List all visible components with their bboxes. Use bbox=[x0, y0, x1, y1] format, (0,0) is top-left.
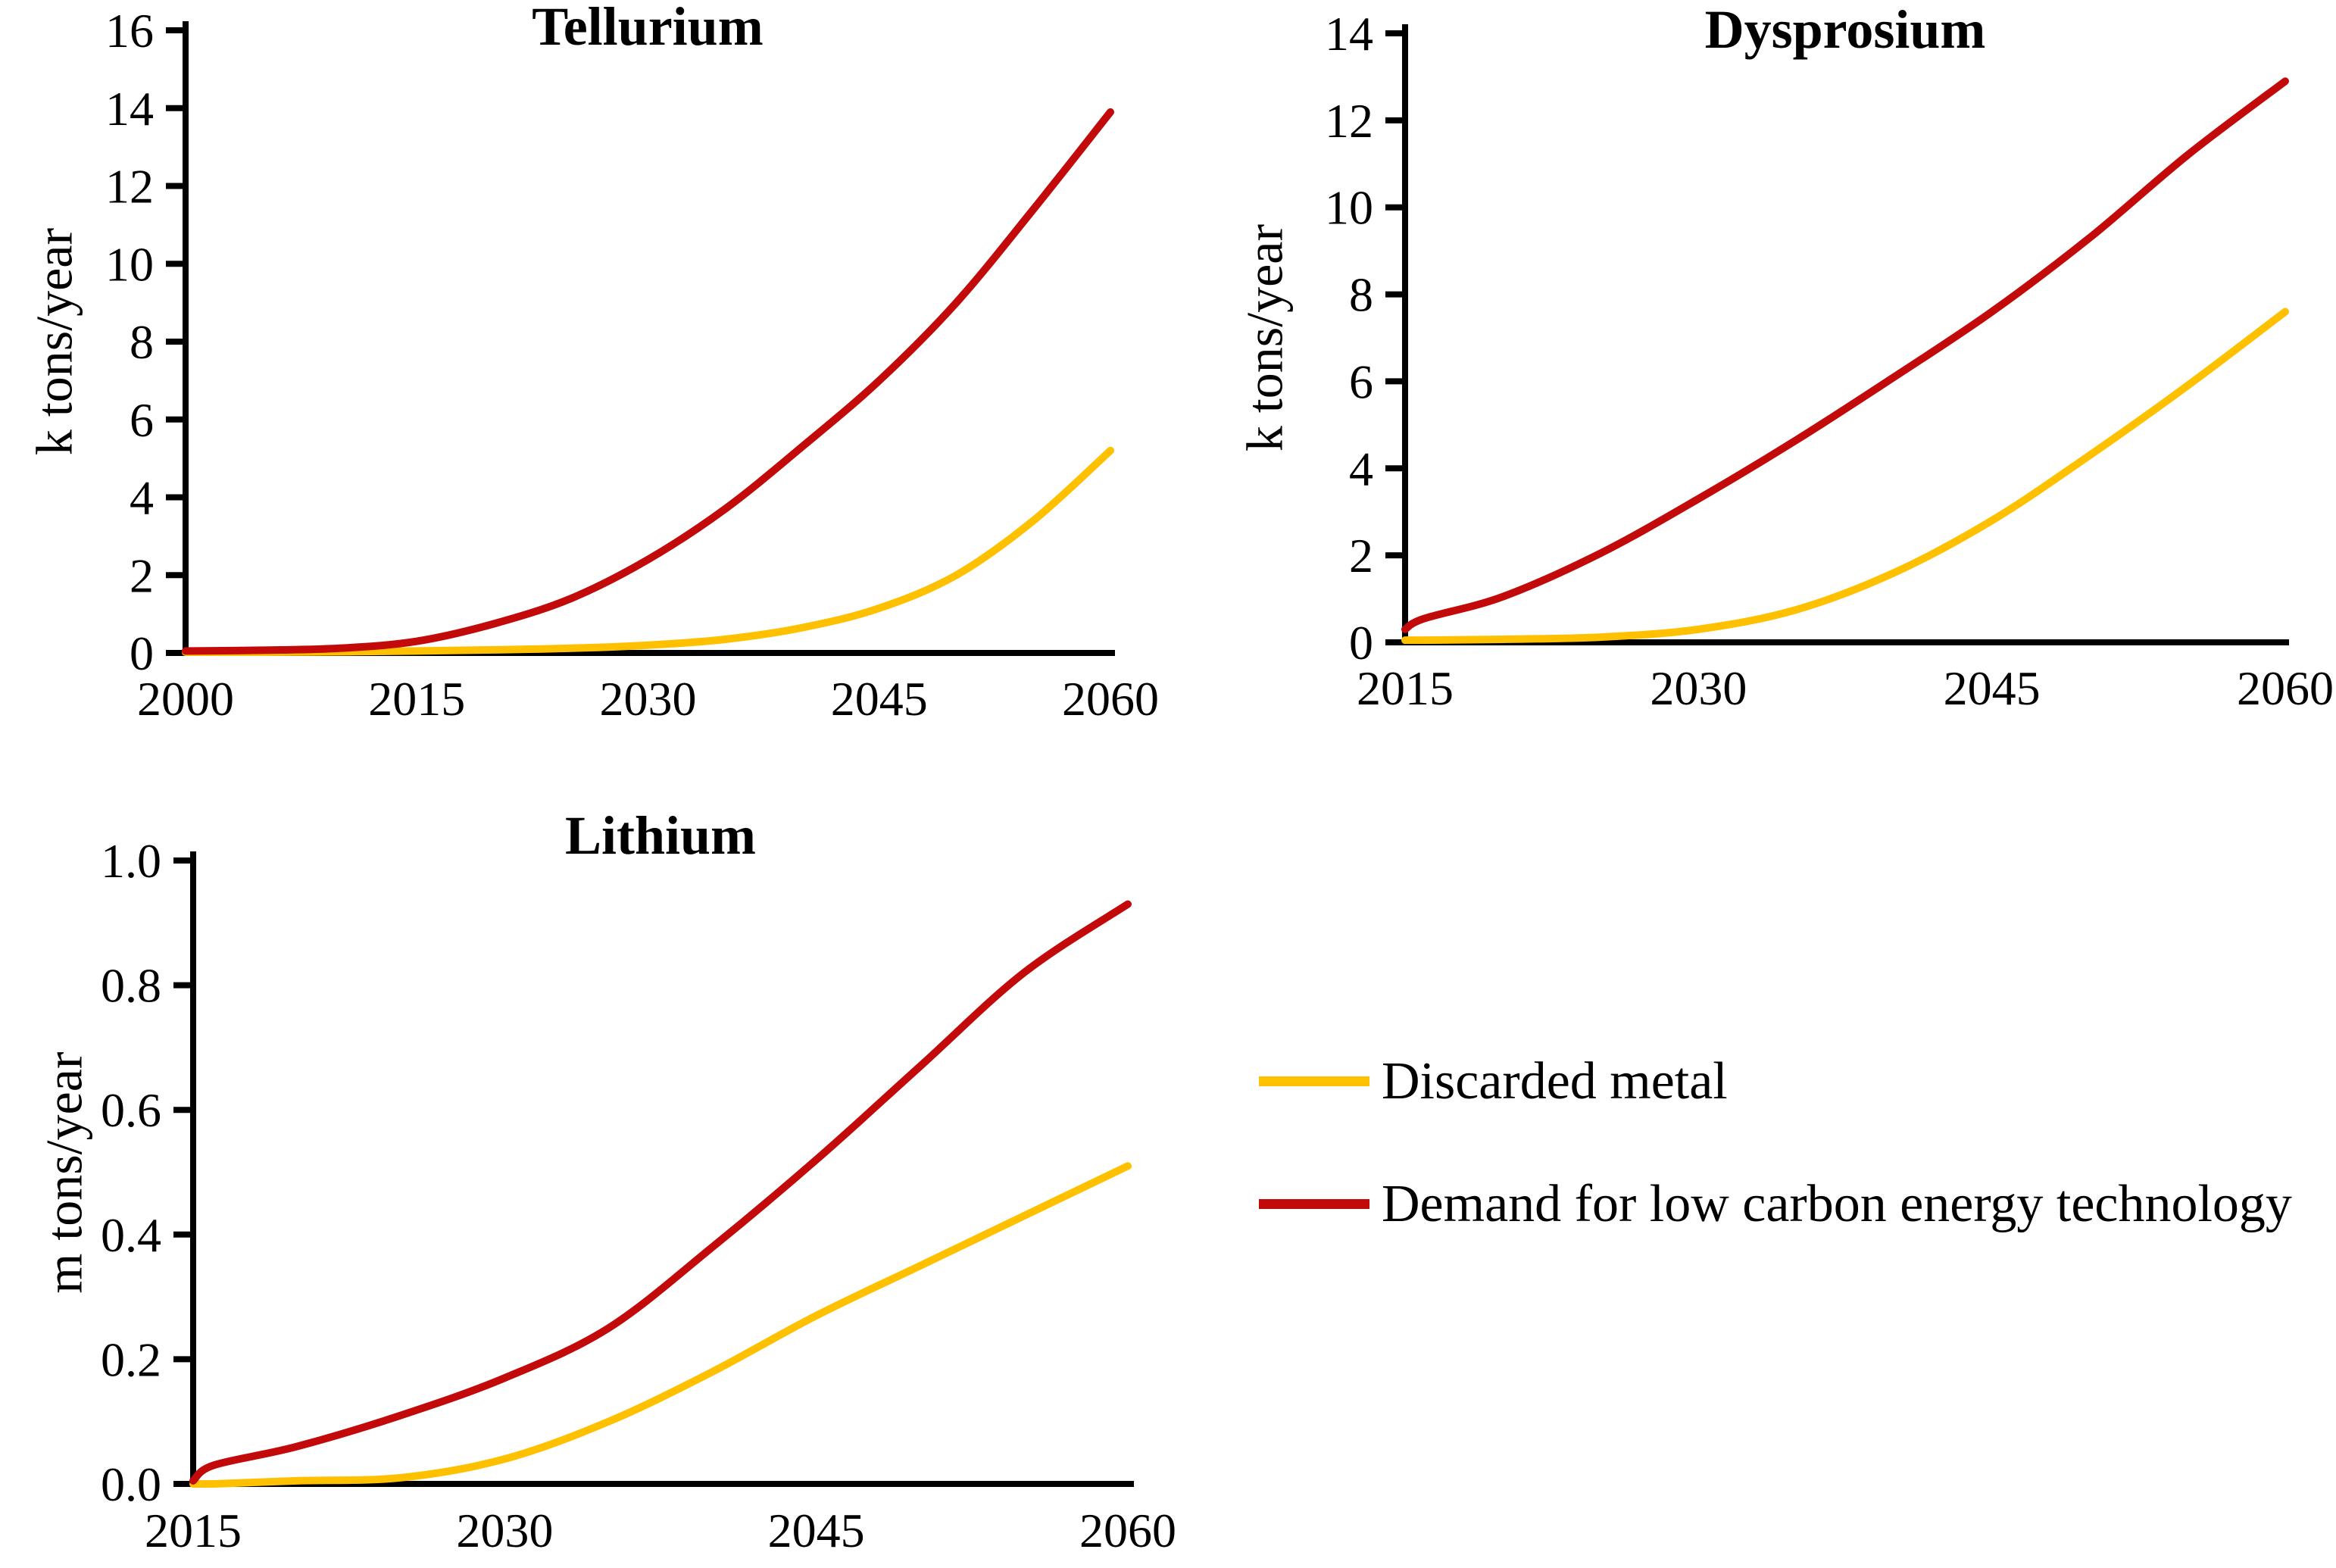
x-tick-label: 2015 bbox=[1357, 661, 1454, 715]
y-tick-label: 12 bbox=[105, 160, 154, 214]
demand-low-carbon-line bbox=[189, 900, 1132, 1485]
discarded-metal-line bbox=[182, 446, 1114, 657]
x-tick-label: 2000 bbox=[137, 672, 234, 726]
y-tick-label: 10 bbox=[1325, 181, 1373, 235]
y-tick-label: 0.8 bbox=[101, 959, 161, 1013]
y-tick-label: 14 bbox=[1325, 7, 1373, 61]
x-tick-label: 2060 bbox=[1062, 672, 1159, 726]
tellurium-plot: 0 2 4 6 8 10 12 14 16 2000 2015 2030 2045 2060 bbox=[105, 4, 1159, 726]
dysprosium-title: Dysprosium bbox=[1704, 0, 1986, 60]
y-tick-label: 6 bbox=[130, 393, 154, 447]
x-tick-label: 2045 bbox=[1944, 661, 2041, 715]
y-tick-label: 16 bbox=[105, 4, 154, 58]
lithium-y-axis-label: m tons/year bbox=[35, 1051, 93, 1294]
x-tick-label: 2045 bbox=[831, 672, 928, 726]
y-tick-label: 8 bbox=[130, 315, 154, 369]
discarded-metal-line bbox=[189, 1162, 1132, 1488]
x-tick-label: 2030 bbox=[600, 672, 697, 726]
y-tick-label: 10 bbox=[105, 237, 154, 291]
lithium-plot: 0.0 0.2 0.4 0.6 0.8 1.0 2015 2030 2045 2060 bbox=[101, 834, 1176, 1557]
y-tick-label: 0.0 bbox=[101, 1457, 161, 1511]
y-tick-label: 0.6 bbox=[101, 1083, 161, 1137]
x-tick-label: 2060 bbox=[2237, 661, 2334, 715]
dysprosium-plot: 0 2 4 6 8 10 12 14 2015 2030 2045 2060 bbox=[1325, 7, 2334, 715]
y-tick-label: 0.2 bbox=[101, 1332, 161, 1386]
y-tick-label: 0.4 bbox=[101, 1208, 161, 1262]
demand-low-carbon-line bbox=[1401, 77, 2289, 633]
y-tick-label: 1.0 bbox=[101, 834, 161, 888]
y-tick-label: 12 bbox=[1325, 94, 1373, 148]
x-tick-label: 2060 bbox=[1079, 1504, 1176, 1557]
y-tick-label: 0 bbox=[1349, 616, 1373, 670]
lithium-title: Lithium bbox=[564, 805, 757, 866]
tellurium-y-axis-label: k tons/year bbox=[25, 227, 83, 456]
y-tick-label: 4 bbox=[130, 471, 154, 525]
y-tick-label: 4 bbox=[1349, 442, 1373, 495]
demand-low-carbon-line bbox=[182, 108, 1114, 655]
x-tick-label: 2030 bbox=[456, 1504, 553, 1557]
legend-label-discarded-metal: Discarded metal bbox=[1382, 1052, 1728, 1110]
y-tick-label: 6 bbox=[1349, 355, 1373, 408]
legend-item-demand-low-carbon: Demand for low carbon energy technology bbox=[1259, 1175, 2292, 1233]
x-tick-label: 2030 bbox=[1650, 661, 1747, 715]
tellurium-title: Tellurium bbox=[532, 0, 764, 57]
demand-low-carbon-line-swatch bbox=[1259, 1199, 1369, 1209]
y-tick-label: 8 bbox=[1349, 268, 1373, 322]
x-tick-label: 2015 bbox=[145, 1504, 242, 1557]
x-tick-label: 2045 bbox=[768, 1504, 865, 1557]
legend-item-discarded-metal: Discarded metal bbox=[1259, 1052, 1728, 1110]
y-tick-label: 14 bbox=[105, 82, 154, 136]
legend-label-demand-low-carbon: Demand for low carbon energy technology bbox=[1382, 1175, 2292, 1233]
y-tick-label: 2 bbox=[130, 548, 154, 602]
dysprosium-y-axis-label: k tons/year bbox=[1235, 223, 1294, 452]
discarded-metal-line bbox=[1401, 308, 2289, 645]
discarded-metal-line-swatch bbox=[1259, 1076, 1369, 1086]
y-tick-label: 2 bbox=[1349, 529, 1373, 583]
y-tick-label: 0 bbox=[130, 626, 154, 680]
x-tick-label: 2015 bbox=[368, 672, 465, 726]
